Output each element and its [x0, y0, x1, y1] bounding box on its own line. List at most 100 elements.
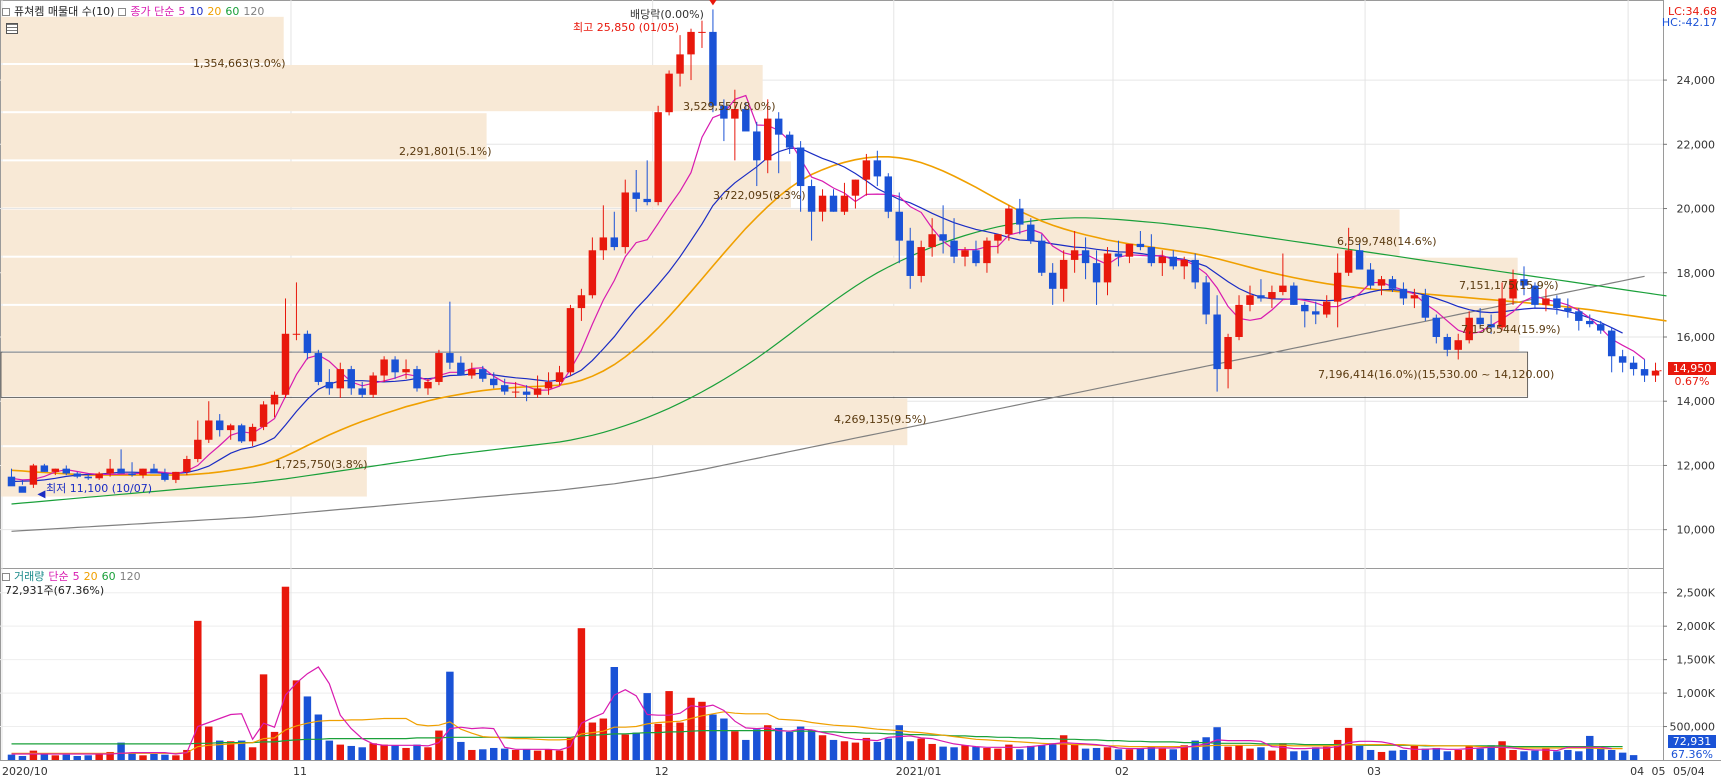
volume-marker-icon[interactable]: [2, 572, 10, 581]
candle-body: [1651, 370, 1660, 376]
candle-body: [215, 420, 224, 431]
volume-bar: [665, 691, 673, 760]
volume-bar: [226, 741, 235, 760]
candle-body: [358, 388, 366, 395]
low-arrow-icon: [37, 490, 46, 499]
volume-bar: [522, 749, 531, 760]
date-label: 03: [1367, 765, 1381, 778]
lc-readout: LC:34.68: [1667, 5, 1717, 18]
profile-label: 7,196,414(16.0%)(15,530.00 ~ 14,120.00): [1318, 368, 1555, 381]
vol-ma20-label[interactable]: 20: [83, 570, 98, 583]
date-label: 02: [1115, 765, 1129, 778]
ma10-label[interactable]: 10: [189, 5, 204, 18]
volume-bar: [566, 737, 575, 760]
candle-body: [1224, 336, 1232, 370]
candle-body: [1169, 256, 1177, 267]
volume-bar: [917, 738, 925, 760]
candle-body: [62, 468, 71, 474]
candle-body: [40, 465, 49, 472]
candle-body: [303, 333, 312, 354]
volume-bar: [994, 748, 1002, 760]
candle-body: [555, 372, 564, 382]
volume-bar: [215, 740, 224, 760]
volume-bar: [1432, 747, 1441, 760]
candle-body: [1312, 311, 1320, 315]
profile-label: 3,529,557(8.0%): [683, 100, 776, 113]
volume-bar: [1114, 749, 1123, 760]
volume-bar: [1564, 749, 1572, 760]
candle-body: [1158, 256, 1167, 264]
ma60-label[interactable]: 60: [225, 5, 240, 18]
vol-ma120-label[interactable]: 120: [119, 570, 141, 583]
ma120-label[interactable]: 120: [243, 5, 265, 18]
ma5-label[interactable]: 5: [178, 5, 186, 18]
volume-bar: [391, 745, 399, 760]
ma20-label[interactable]: 20: [207, 5, 222, 18]
volume-bar: [939, 746, 947, 760]
volume-bar: [51, 755, 60, 760]
volume-profile-bar: [1, 209, 1400, 256]
volume-title[interactable]: 거래량: [14, 570, 45, 583]
date-label: 11: [293, 765, 307, 778]
volume-bar: [347, 745, 355, 760]
candle-body: [1410, 295, 1419, 299]
volume-bar: [1048, 743, 1057, 760]
volume-bar: [1092, 747, 1101, 760]
vol-ma5-label[interactable]: 5: [72, 570, 80, 583]
volume-bar: [610, 667, 619, 760]
volume-bar: [774, 727, 783, 760]
volume-bar: [358, 747, 366, 760]
volume-bar: [983, 747, 991, 760]
volume-bar: [1279, 743, 1287, 760]
volume-bar: [544, 749, 553, 760]
candle-body: [29, 465, 38, 485]
volume-bar: [1454, 749, 1462, 760]
volume-bar: [1509, 749, 1517, 760]
volume-bar: [1038, 745, 1046, 760]
candle-body: [522, 391, 531, 395]
vol-ma60-label[interactable]: 60: [101, 570, 116, 583]
volume-bar: [490, 747, 498, 760]
volume-ma-label[interactable]: 단순: [48, 570, 69, 583]
volume-bar: [1377, 751, 1386, 760]
candle-body: [1059, 259, 1068, 289]
pane-marker-icon[interactable]: [2, 7, 10, 16]
candle-body: [1333, 272, 1342, 302]
volume-bar: [29, 750, 38, 760]
volume-bar: [7, 754, 16, 760]
candle-body: [347, 369, 355, 389]
volume-bar: [1027, 745, 1035, 760]
volume-bar: [161, 754, 169, 760]
candle-body: [1377, 279, 1386, 286]
volume-bar: [1344, 727, 1353, 760]
volume-bar: [1388, 750, 1397, 760]
candle-body: [172, 471, 180, 480]
candle-body: [391, 359, 399, 373]
volume-bar: [1607, 749, 1616, 760]
candle-body: [1553, 298, 1561, 309]
candle-body: [687, 31, 695, 55]
table-icon[interactable]: [6, 23, 18, 34]
volume-bar: [1224, 746, 1232, 760]
candle-body: [1531, 285, 1539, 305]
candle-body: [1301, 304, 1309, 312]
volume-bar: [18, 755, 27, 760]
volume-bar: [457, 741, 465, 760]
candle-body: [753, 131, 761, 161]
volume-bar: [172, 755, 180, 760]
volume-profile-title[interactable]: 퓨쳐켐 매물대 수(10): [14, 5, 115, 18]
candle-body: [1344, 250, 1353, 273]
ma-label[interactable]: 종가 단순: [130, 5, 175, 18]
profile-label: 6,599,748(14.6%): [1337, 235, 1437, 248]
candle-body: [742, 108, 750, 132]
candle-body: [106, 468, 114, 474]
candle-body: [994, 234, 1002, 241]
volume-bar: [533, 750, 542, 760]
candle-body: [1509, 279, 1517, 299]
ma-marker-icon[interactable]: [118, 7, 127, 16]
volume-profile-bar: [1, 398, 908, 446]
volume-bar: [1016, 749, 1024, 760]
candle-body: [676, 54, 684, 74]
volume-bar: [972, 746, 980, 760]
